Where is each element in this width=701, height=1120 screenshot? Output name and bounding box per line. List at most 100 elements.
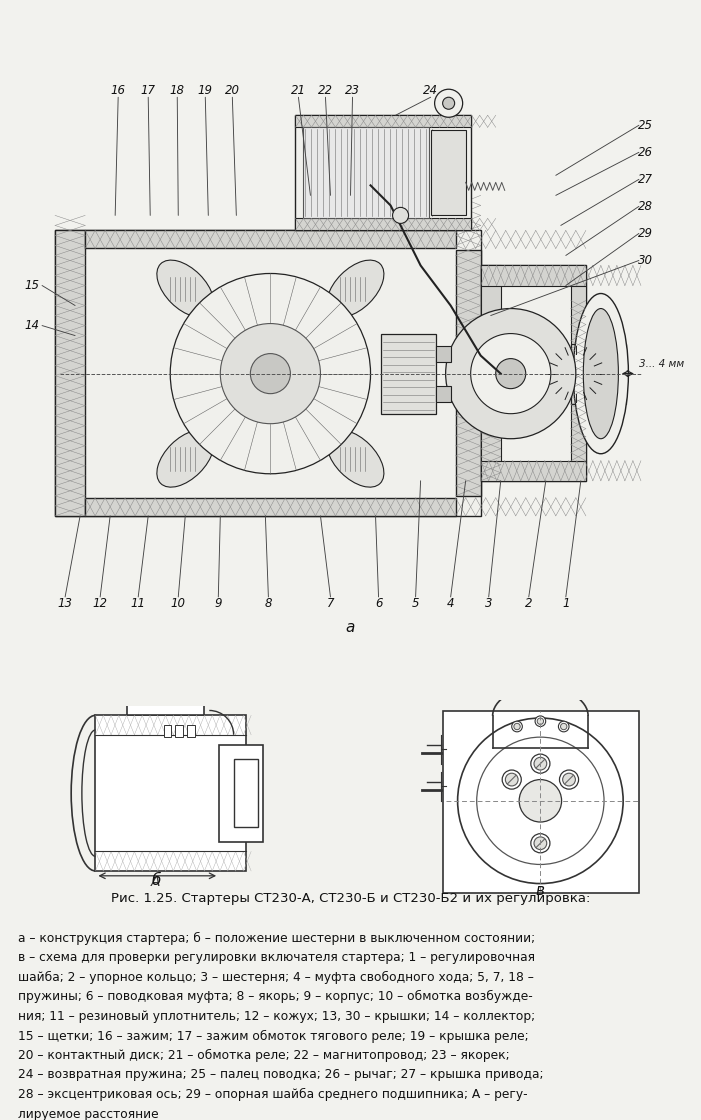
Bar xyxy=(219,745,263,842)
Ellipse shape xyxy=(583,308,618,439)
Bar xyxy=(85,231,456,249)
Bar xyxy=(571,286,586,460)
Bar xyxy=(481,265,586,286)
Circle shape xyxy=(534,757,547,771)
Circle shape xyxy=(559,771,578,790)
Text: 22: 22 xyxy=(318,84,333,96)
Text: A: A xyxy=(151,875,161,888)
Text: пружины; 6 – поводковая муфта; 8 – якорь; 9 – корпус; 10 – обмотка возбужде-: пружины; 6 – поводковая муфта; 8 – якорь… xyxy=(18,990,532,1004)
Text: 27: 27 xyxy=(639,172,653,186)
Text: 23: 23 xyxy=(345,84,360,96)
Text: 3... 4 мм: 3... 4 мм xyxy=(639,358,684,368)
Bar xyxy=(430,130,465,215)
Text: 13: 13 xyxy=(57,597,73,610)
Circle shape xyxy=(537,718,543,725)
Ellipse shape xyxy=(327,260,384,317)
Text: 21: 21 xyxy=(291,84,306,96)
Bar xyxy=(175,725,183,737)
Text: 28: 28 xyxy=(639,199,653,213)
Text: ния; 11 – резиновый уплотнитель; 12 – кожух; 13, 30 – крышки; 14 – коллектор;: ния; 11 – резиновый уплотнитель; 12 – ко… xyxy=(18,1010,535,1023)
Bar xyxy=(85,497,456,516)
Ellipse shape xyxy=(157,260,214,317)
Bar xyxy=(435,346,451,362)
Text: 14: 14 xyxy=(25,319,39,332)
Text: 17: 17 xyxy=(141,84,156,96)
Text: а – конструкция стартера; б – положение шестерни в выключенном состоянии;: а – конструкция стартера; б – положение … xyxy=(18,932,535,945)
Bar xyxy=(295,218,470,231)
Circle shape xyxy=(563,773,576,786)
Circle shape xyxy=(502,771,522,790)
Circle shape xyxy=(534,837,547,850)
Circle shape xyxy=(442,97,455,110)
Bar xyxy=(381,334,435,413)
Text: 24 – возвратная пружина; 25 – палец поводка; 26 – рычаг; 27 – крышка привода;: 24 – возвратная пружина; 25 – палец пово… xyxy=(18,1068,543,1082)
Text: 5: 5 xyxy=(412,597,419,610)
Text: 18: 18 xyxy=(170,84,185,96)
Text: 6: 6 xyxy=(375,597,382,610)
Text: 20: 20 xyxy=(225,84,240,96)
Circle shape xyxy=(470,334,551,413)
Ellipse shape xyxy=(157,430,214,487)
Text: Рис. 1.25. Стартеры СТ230-А, СТ230-Б и СТ230-Б2 и их регулировка:: Рис. 1.25. Стартеры СТ230-А, СТ230-Б и С… xyxy=(111,892,590,905)
Text: 10: 10 xyxy=(171,597,186,610)
Circle shape xyxy=(531,833,550,852)
Circle shape xyxy=(170,273,371,474)
Bar xyxy=(295,115,470,128)
Text: 29: 29 xyxy=(639,227,653,240)
Text: 3: 3 xyxy=(485,597,492,610)
Bar xyxy=(95,716,246,871)
Circle shape xyxy=(519,780,562,822)
Circle shape xyxy=(458,718,623,884)
Text: б: б xyxy=(151,874,161,888)
Text: 8: 8 xyxy=(265,597,272,610)
Circle shape xyxy=(559,721,569,731)
Circle shape xyxy=(561,724,567,730)
Text: 24: 24 xyxy=(423,84,438,96)
Text: 26: 26 xyxy=(639,146,653,159)
Bar xyxy=(233,759,258,828)
Text: 19: 19 xyxy=(198,84,213,96)
Ellipse shape xyxy=(573,293,628,454)
Circle shape xyxy=(514,724,520,730)
Bar xyxy=(481,265,586,480)
Circle shape xyxy=(496,358,526,389)
Text: 12: 12 xyxy=(93,597,108,610)
Circle shape xyxy=(393,207,409,223)
Text: 11: 11 xyxy=(130,597,146,610)
Text: 15: 15 xyxy=(25,279,39,292)
Circle shape xyxy=(531,754,550,773)
Text: 1: 1 xyxy=(562,597,569,610)
Bar xyxy=(481,265,501,480)
Circle shape xyxy=(512,721,522,731)
Text: 9: 9 xyxy=(215,597,222,610)
Text: а: а xyxy=(346,620,355,635)
Text: 15 – щетки; 16 – зажим; 17 – зажим обмоток тягового реле; 19 – крышка реле;: 15 – щетки; 16 – зажим; 17 – зажим обмот… xyxy=(18,1029,528,1043)
Text: шайба; 2 – упорное кольцо; 3 – шестерня; 4 – муфта свободного хода; 5, 7, 18 –: шайба; 2 – упорное кольцо; 3 – шестерня;… xyxy=(18,971,533,984)
Text: 7: 7 xyxy=(327,597,334,610)
Text: в: в xyxy=(536,884,545,898)
Bar xyxy=(55,231,481,516)
Circle shape xyxy=(446,308,576,439)
Bar xyxy=(304,128,428,218)
Bar xyxy=(127,687,205,716)
Text: 2: 2 xyxy=(525,597,533,610)
Circle shape xyxy=(505,773,518,786)
Bar xyxy=(571,344,626,403)
Bar xyxy=(456,251,481,496)
Text: в – схема для проверки регулировки включателя стартера; 1 – регулировочная: в – схема для проверки регулировки включ… xyxy=(18,951,535,964)
Bar xyxy=(435,385,451,402)
Text: 20 – контактный диск; 21 – обмотка реле; 22 – магнитопровод; 23 – якорек;: 20 – контактный диск; 21 – обмотка реле;… xyxy=(18,1049,509,1062)
Circle shape xyxy=(435,90,463,118)
Bar xyxy=(295,115,470,231)
Text: лируемое расстояние: лируемое расстояние xyxy=(18,1108,158,1120)
Text: 4: 4 xyxy=(447,597,454,610)
Text: 16: 16 xyxy=(111,84,125,96)
Text: 28 – эксцентриковая ось; 29 – опорная шайба среднего подшипника; А – регу-: 28 – эксцентриковая ось; 29 – опорная ша… xyxy=(18,1088,527,1101)
Bar xyxy=(55,231,85,516)
Text: 25: 25 xyxy=(639,119,653,132)
Bar xyxy=(187,725,195,737)
Circle shape xyxy=(535,716,545,727)
Text: 30: 30 xyxy=(639,254,653,267)
Bar xyxy=(443,710,639,893)
Circle shape xyxy=(477,737,604,865)
